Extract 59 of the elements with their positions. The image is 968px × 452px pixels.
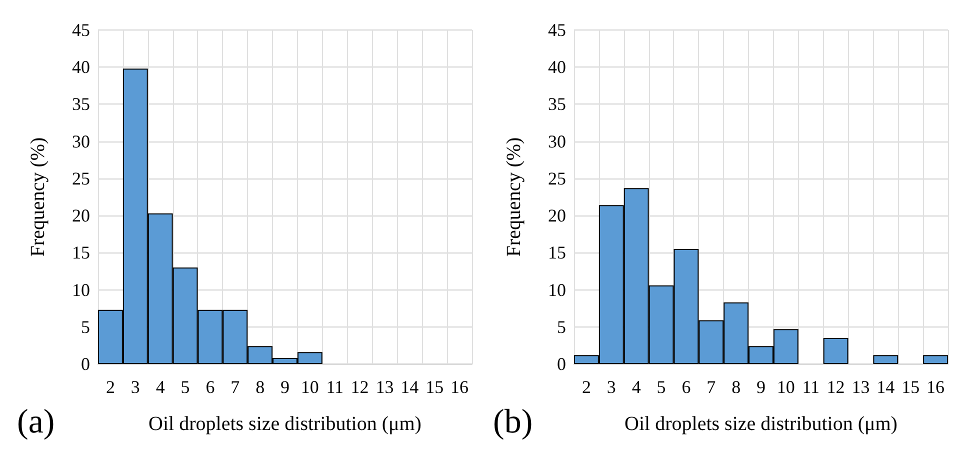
y-axis-title: Frequency (%) <box>503 137 525 257</box>
y-tick-label: 45 <box>548 20 566 40</box>
x-tick-label: 4 <box>156 377 165 397</box>
x-tick-label: 8 <box>256 377 265 397</box>
x-tick-label: 10 <box>300 377 319 397</box>
x-tick-label: 6 <box>682 377 691 397</box>
x-tick-label: 3 <box>130 377 140 397</box>
x-tick-label: 13 <box>852 377 870 397</box>
x-tick-label: 5 <box>656 377 666 397</box>
y-tick-label: 45 <box>72 20 90 40</box>
x-tick-label: 13 <box>376 377 394 397</box>
y-tick-label: 10 <box>72 280 90 300</box>
x-tick-label: 4 <box>632 377 641 397</box>
text: (a) <box>17 404 55 440</box>
bar <box>923 355 948 364</box>
x-tick-label: 16 <box>926 377 945 397</box>
y-tick-label: 40 <box>548 57 566 78</box>
x-tick-label: 11 <box>326 377 344 397</box>
x-tick-label: 6 <box>206 377 215 397</box>
y-tick-label: 20 <box>72 206 90 226</box>
x-axis-title: Oil droplets size distribution (μm) <box>624 413 898 435</box>
y-tick-label: 0 <box>557 354 566 374</box>
bar <box>873 355 898 364</box>
x-tick-label: 9 <box>280 377 290 397</box>
bar <box>823 338 848 364</box>
x-tick-label: 3 <box>606 377 616 397</box>
x-tick-label: 2 <box>106 377 115 397</box>
y-tick-label: 15 <box>548 242 566 263</box>
x-tick-label: 7 <box>706 377 716 397</box>
x-tick-label: 14 <box>400 377 419 397</box>
x-tick-label: 10 <box>776 377 795 397</box>
x-tick-label: 2 <box>582 377 591 397</box>
x-tick-label: 16 <box>450 377 469 397</box>
x-tick-label: 8 <box>732 377 741 397</box>
x-tick-label: 12 <box>350 377 369 397</box>
x-tick-label: 11 <box>802 377 820 397</box>
y-axis-title: Frequency (%) <box>27 137 49 257</box>
x-tick-label: 14 <box>876 377 895 397</box>
y-tick-label: 35 <box>548 94 566 114</box>
x-tick-label: 15 <box>902 377 920 397</box>
y-tick-label: 35 <box>72 94 90 114</box>
x-axis-title: Oil droplets size distribution (μm) <box>148 413 422 435</box>
x-tick-label: 7 <box>230 377 240 397</box>
x-tick-label: 5 <box>180 377 190 397</box>
y-tick-label: 25 <box>72 168 90 188</box>
y-tick-label: 30 <box>548 131 566 152</box>
x-tick-label: 15 <box>426 377 444 397</box>
y-tick-label: 10 <box>548 280 566 300</box>
y-tick-label: 5 <box>557 316 566 337</box>
y-tick-label: 30 <box>72 131 90 152</box>
y-tick-label: 40 <box>72 57 90 78</box>
y-tick-label: 15 <box>72 242 90 263</box>
text: (b) <box>493 404 533 440</box>
y-tick-label: 0 <box>81 354 90 374</box>
x-tick-label: 12 <box>826 377 845 397</box>
x-tick-label: 9 <box>756 377 766 397</box>
y-tick-label: 25 <box>548 168 566 188</box>
y-tick-label: 20 <box>548 206 566 226</box>
y-tick-label: 5 <box>81 316 90 337</box>
